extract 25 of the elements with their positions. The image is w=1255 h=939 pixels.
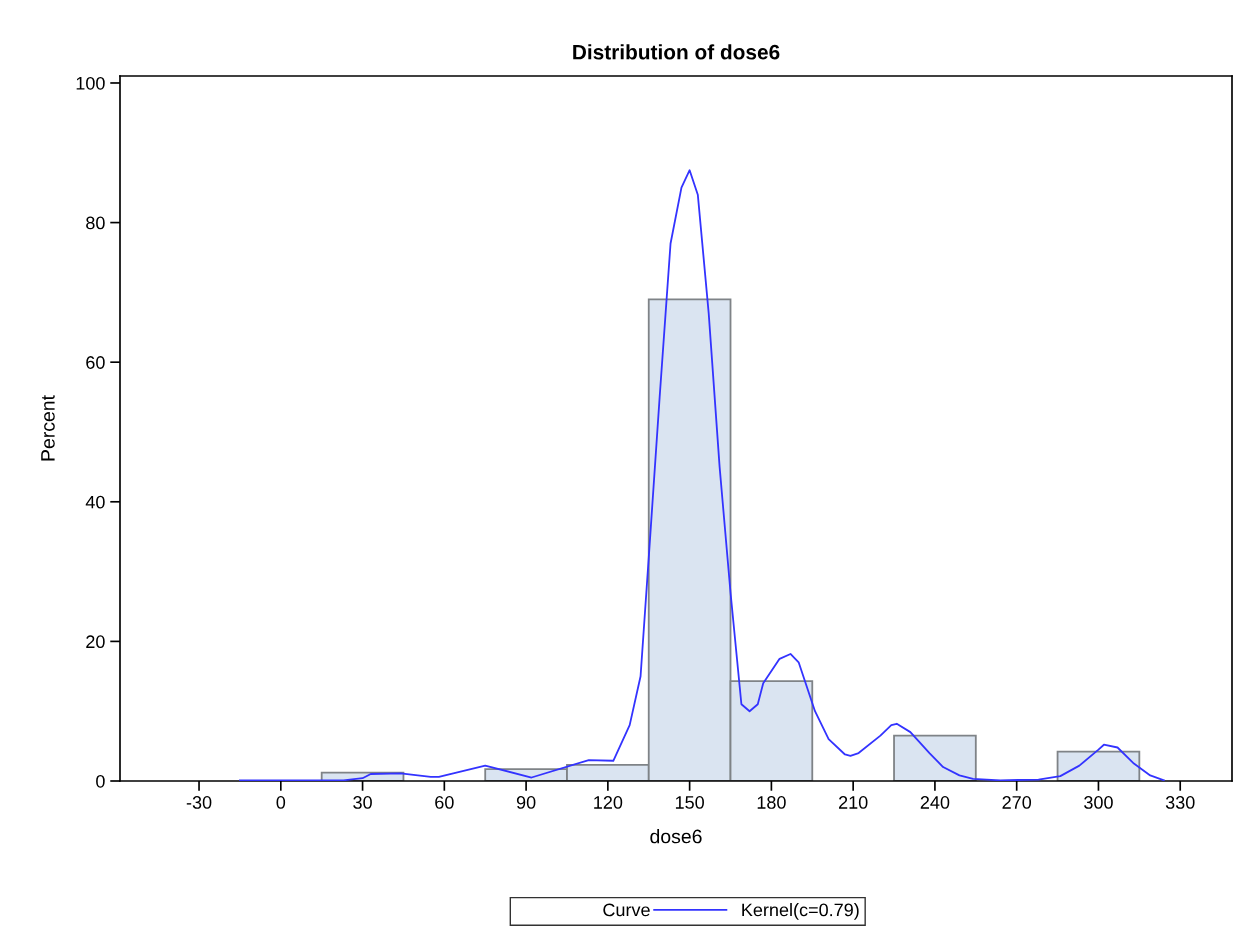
y-tick-label: 60 [86,356,105,369]
line-series [239,169,1165,781]
x-tick-label: -30 [186,796,212,809]
x-tick-label: 150 [675,796,704,809]
y-tick-label: 100 [76,76,105,90]
x-axis-title: dose6 [650,829,702,844]
x-tick-label: 60 [435,796,454,809]
chart-title: Distribution of dose6 [573,44,780,60]
x-tick-label: 330 [1165,796,1195,809]
x-tick-label: 180 [757,796,786,809]
y-axis-title: Percent [41,395,55,461]
x-tick-label: 240 [920,796,950,809]
x-tick-label: 300 [1084,796,1113,809]
x-tick-label: 30 [353,796,372,809]
y-tick-label: 40 [85,495,105,509]
y-tick-label: 20 [86,635,105,649]
x-tick-label: 210 [839,796,868,809]
x-tick-label: 120 [594,796,623,809]
x-tick-label: 90 [516,796,536,809]
y-tick-label: 0 [96,774,105,788]
legend-title: Curve [603,903,650,917]
x-tick-label: 0 [276,796,286,809]
x-tick-label: 270 [1002,796,1032,809]
legend-label: Kernel(c=0.79) [742,903,859,920]
y-tick-label: 80 [86,216,105,230]
